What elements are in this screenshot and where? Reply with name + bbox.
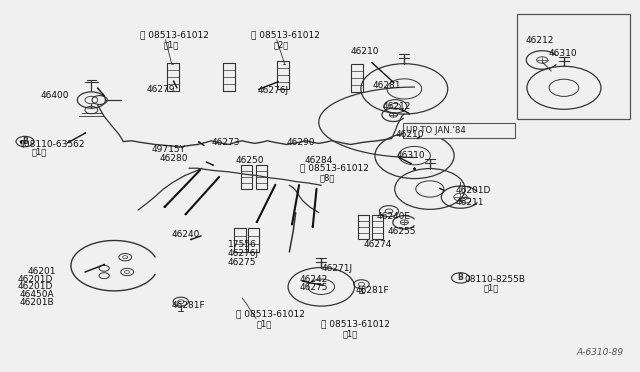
Text: 46290: 46290 [287,138,316,147]
Text: 46201: 46201 [28,267,56,276]
Text: （1）: （1） [31,147,47,156]
Bar [358,215,369,239]
Bar [516,14,630,119]
Text: 46276J: 46276J [257,86,289,95]
Text: 46201D: 46201D [17,282,52,291]
Text: 46210: 46210 [396,130,424,140]
Bar [223,63,236,90]
Text: 46281: 46281 [372,81,401,90]
Text: 46276J: 46276J [228,249,259,258]
Text: 46211: 46211 [456,198,484,207]
Text: 46310: 46310 [397,151,425,160]
Text: （2）: （2） [274,40,289,49]
Text: Ⓢ 08513-61012: Ⓢ 08513-61012 [251,30,320,39]
Text: 46400: 46400 [40,91,68,100]
Text: （1）: （1） [483,283,499,292]
Text: （8）: （8） [320,173,335,182]
Text: 46450A: 46450A [20,290,54,299]
Text: 46212: 46212 [383,102,411,111]
Text: 46250: 46250 [236,156,264,165]
Text: Ⓢ 08513-61012: Ⓢ 08513-61012 [321,320,390,328]
Bar [241,165,252,189]
Text: （1）: （1） [342,329,358,338]
Text: Ⓢ 08513-61012: Ⓢ 08513-61012 [140,30,209,39]
Text: B: B [22,137,28,146]
Bar [255,165,267,189]
Bar [167,63,179,90]
Text: 46212: 46212 [525,36,554,45]
Text: 46275: 46275 [228,258,257,267]
Bar [403,123,515,138]
Text: 46281F: 46281F [172,301,205,310]
Text: 46201D: 46201D [17,275,52,284]
Text: 46281F: 46281F [356,286,389,295]
Text: 46275: 46275 [300,283,328,292]
Bar [277,61,289,89]
Text: 46201B: 46201B [20,298,54,307]
Text: UP TO JAN.'84: UP TO JAN.'84 [406,126,465,135]
Text: 46210: 46210 [351,47,379,56]
Text: Ⓢ 08513-61012: Ⓢ 08513-61012 [236,310,305,318]
Bar [372,215,383,239]
Bar [248,228,259,252]
Text: 46280: 46280 [159,154,188,163]
Text: B: B [458,273,463,282]
Text: 46240: 46240 [172,230,200,240]
Text: 49715Y: 49715Y [152,145,186,154]
Text: 46255: 46255 [388,227,416,236]
Text: 46242: 46242 [300,275,328,284]
Text: 46310: 46310 [548,49,577,58]
Text: 46271J: 46271J [321,264,353,273]
Text: Ⓢ 08513-61012: Ⓢ 08513-61012 [300,164,369,173]
Bar [234,228,246,252]
Text: 46273: 46273 [211,138,240,147]
Text: 46274: 46274 [364,240,392,249]
Text: 17556: 17556 [228,240,257,249]
Text: 08110-8255B: 08110-8255B [465,275,525,284]
Text: （1）: （1） [164,40,179,49]
Text: （1）: （1） [256,320,271,328]
Bar [351,64,363,92]
Text: 46284: 46284 [305,156,333,165]
Text: ¶08110-63562: ¶08110-63562 [19,139,85,148]
Text: A-6310-89: A-6310-89 [576,348,623,357]
Text: 46279: 46279 [147,85,175,94]
Text: 46201D: 46201D [456,186,491,195]
Text: 46240E: 46240E [376,212,410,221]
